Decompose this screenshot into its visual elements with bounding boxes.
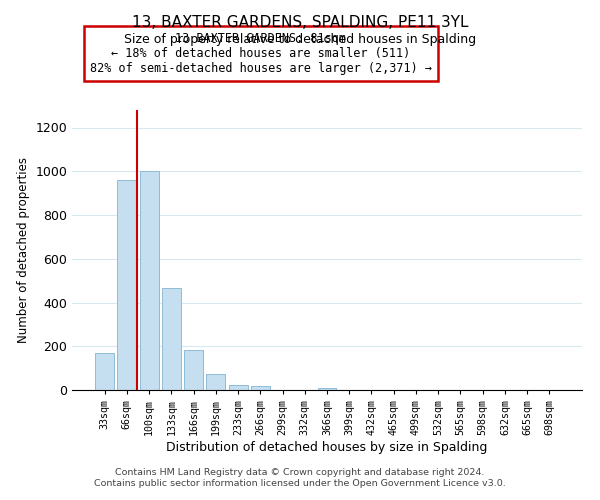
Bar: [162, 288, 181, 390]
Text: Size of property relative to detached houses in Spalding: Size of property relative to detached ho…: [124, 32, 476, 46]
Bar: [118, 180, 136, 390]
Bar: [95, 353, 114, 390]
Bar: [251, 386, 270, 390]
Text: 13 BAXTER GARDENS: 81sqm
← 18% of detached houses are smaller (511)
82% of semi-: 13 BAXTER GARDENS: 81sqm ← 18% of detach…: [90, 32, 432, 74]
Bar: [140, 171, 158, 390]
Text: 13, BAXTER GARDENS, SPALDING, PE11 3YL: 13, BAXTER GARDENS, SPALDING, PE11 3YL: [132, 15, 468, 30]
Bar: [184, 350, 203, 390]
Bar: [229, 384, 248, 390]
X-axis label: Distribution of detached houses by size in Spalding: Distribution of detached houses by size …: [166, 440, 488, 454]
Bar: [317, 388, 337, 390]
Y-axis label: Number of detached properties: Number of detached properties: [17, 157, 30, 343]
Bar: [206, 374, 225, 390]
Text: Contains HM Land Registry data © Crown copyright and database right 2024.
Contai: Contains HM Land Registry data © Crown c…: [94, 468, 506, 487]
